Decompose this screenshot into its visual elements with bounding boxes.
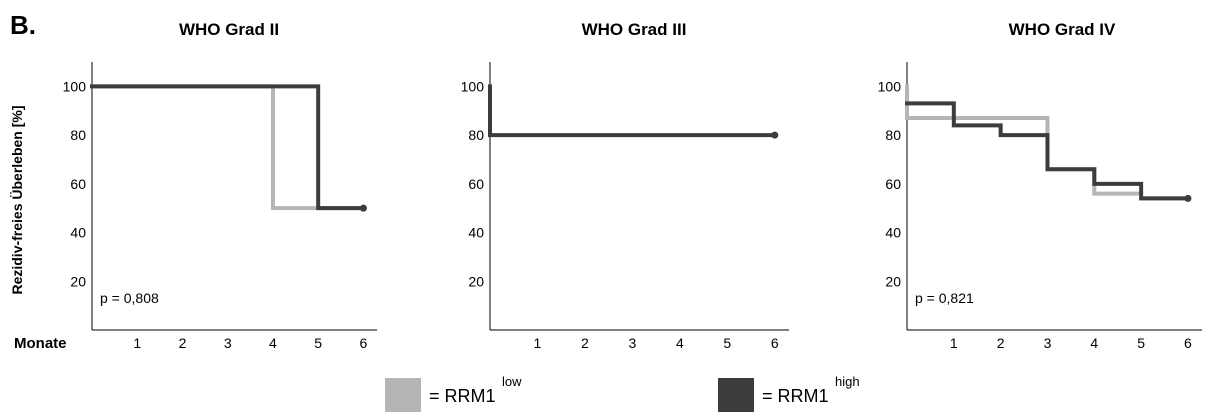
y-axis-label: Rezidiv-freies Überleben [%] <box>9 105 25 294</box>
censor-mark-high <box>1184 194 1192 202</box>
x-tick-label: 6 <box>771 335 779 351</box>
chart-panel-3: WHO Grad IV 20 40 60 80 100 1 2 3 4 5 6 p = 0,821 <box>878 20 1202 351</box>
x-axis-label: Monate <box>14 335 67 352</box>
x-tick-label: 6 <box>1184 335 1192 351</box>
chart-panel-1: WHO Grad II 20 40 60 80 100 1 2 3 4 5 6 p = 0,808 <box>63 20 377 351</box>
x-tick-label: 4 <box>269 335 277 351</box>
legend-sup-high: high <box>835 374 860 389</box>
y-tick-label: 80 <box>468 127 484 143</box>
x-tick-label: 5 <box>1137 335 1145 351</box>
x-tick-label: 2 <box>179 335 187 351</box>
y-tick-label: 60 <box>885 176 901 192</box>
x-tick-label: 2 <box>581 335 589 351</box>
x-tick-label: 1 <box>534 335 542 351</box>
x-tick-label: 4 <box>676 335 684 351</box>
panel-letter: B. <box>10 10 36 40</box>
y-tick-label: 60 <box>468 176 484 192</box>
x-tick-label: 3 <box>224 335 232 351</box>
legend-label-high: = RRM1 <box>762 386 829 406</box>
y-tick-label: 40 <box>885 225 901 241</box>
chart-title: WHO Grad III <box>582 20 687 39</box>
legend: = RRM1 low = RRM1 high <box>385 374 860 412</box>
x-tick-label: 1 <box>950 335 958 351</box>
legend-item-high: = RRM1 high <box>718 374 860 412</box>
y-tick-label: 100 <box>878 78 902 94</box>
series-line-high <box>488 84 777 138</box>
x-tick-label: 5 <box>723 335 731 351</box>
chart-title: WHO Grad II <box>179 20 279 39</box>
series-line-high <box>90 84 366 211</box>
censor-mark-high <box>359 204 367 212</box>
legend-sup-low: low <box>502 374 522 389</box>
legend-item-low: = RRM1 low <box>385 374 522 412</box>
x-tick-label: 6 <box>360 335 368 351</box>
legend-swatch-high <box>718 378 754 412</box>
chart-panel-2: WHO Grad III 20 40 60 80 100 1 2 3 4 5 6 <box>461 20 789 351</box>
y-tick-label: 20 <box>468 273 484 289</box>
y-tick-label: 100 <box>461 78 485 94</box>
x-tick-label: 2 <box>997 335 1005 351</box>
chart-title: WHO Grad IV <box>1009 20 1116 39</box>
legend-swatch-low <box>385 378 421 412</box>
y-tick-label: 40 <box>468 225 484 241</box>
y-tick-label: 100 <box>63 78 87 94</box>
legend-label-low: = RRM1 <box>429 386 496 406</box>
series-line-low <box>90 84 366 211</box>
y-tick-label: 80 <box>885 127 901 143</box>
y-tick-label: 60 <box>70 176 86 192</box>
x-tick-label: 1 <box>133 335 141 351</box>
x-tick-label: 3 <box>628 335 636 351</box>
y-tick-label: 80 <box>70 127 86 143</box>
x-tick-label: 4 <box>1090 335 1098 351</box>
y-tick-label: 20 <box>885 273 901 289</box>
p-value: p = 0,808 <box>100 290 159 306</box>
y-tick-label: 40 <box>70 225 86 241</box>
y-tick-label: 20 <box>70 273 86 289</box>
x-tick-label: 5 <box>314 335 322 351</box>
series-line-high <box>905 101 1190 201</box>
p-value: p = 0,821 <box>915 290 974 306</box>
censor-mark-high <box>771 131 779 139</box>
x-tick-label: 3 <box>1044 335 1052 351</box>
